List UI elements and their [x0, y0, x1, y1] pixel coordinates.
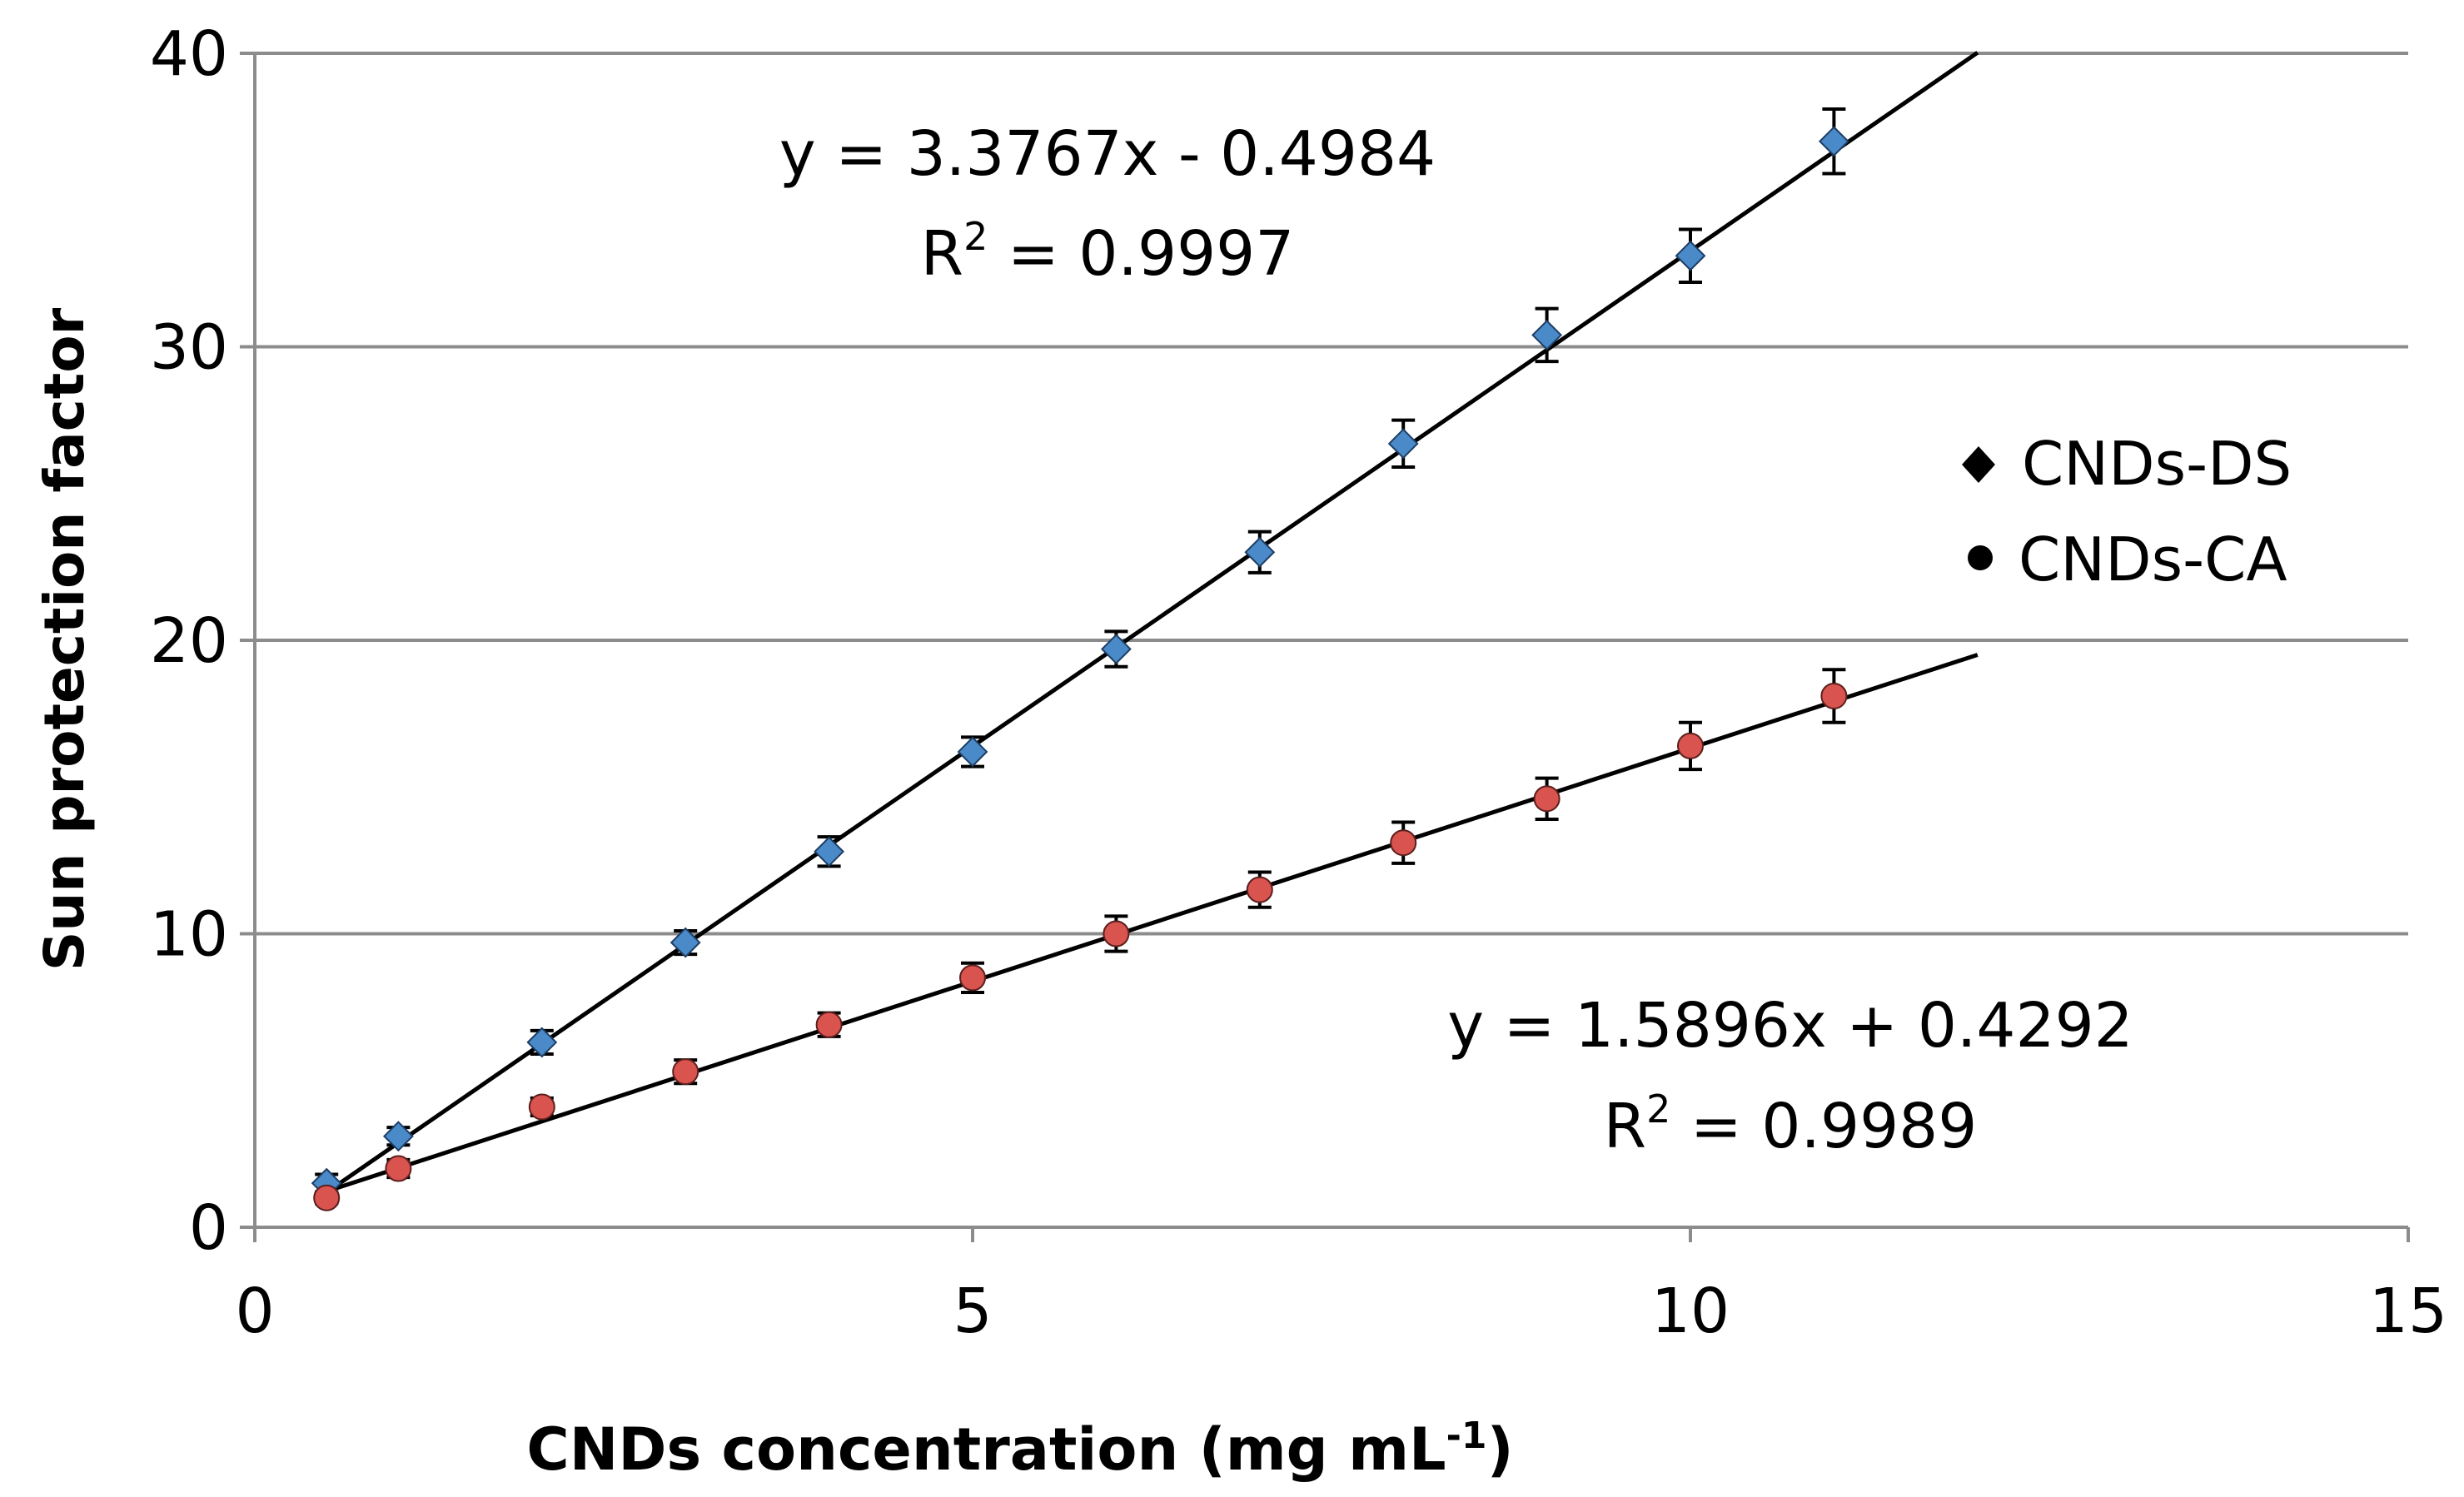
point-ca-3	[672, 1058, 699, 1086]
gridlines	[255, 52, 2408, 936]
point-ds-3	[670, 927, 701, 958]
ca-equation: y = 1.5896x + 0.4292	[1447, 990, 2133, 1062]
y-tick-label-10: 10	[150, 899, 228, 971]
point-ds-8	[1387, 428, 1419, 460]
point-ca-9	[1533, 785, 1561, 813]
legend-label-cnds-ca: CNDs-CA	[2018, 525, 2287, 594]
point-ca-8	[1390, 829, 1417, 857]
point-ca-4	[815, 1011, 843, 1038]
x-tick-labels: 0 5 10 15	[235, 1276, 2447, 1347]
legend-circle-icon	[1968, 545, 1993, 570]
point-ds-6	[1100, 634, 1132, 664]
legend-diamond-icon	[1962, 446, 1995, 483]
point-ds-9	[1531, 319, 1563, 351]
y-tick-labels: 0 10 20 30 40	[150, 18, 228, 1264]
point-ca-1	[385, 1155, 412, 1182]
y-tick-label-40: 40	[150, 18, 228, 90]
x-tick-label-10: 10	[1651, 1276, 1730, 1347]
ca-r-squared: R2 = 0.9989	[1604, 1087, 1978, 1162]
ds-equation: y = 3.3767x - 0.4984	[779, 118, 1436, 190]
point-ds-10	[1675, 240, 1706, 271]
data-points	[311, 126, 1849, 1211]
point-ds-7	[1244, 536, 1276, 568]
y-tick-label-0: 0	[189, 1192, 228, 1264]
point-ds-1	[382, 1121, 414, 1152]
trendline-ds	[325, 51, 1979, 1195]
point-ds-5	[957, 736, 988, 768]
x-tick-label-15: 15	[2369, 1276, 2447, 1347]
point-ca-5	[959, 964, 986, 992]
x-axis-title: CNDs concentration (mg mL-1)	[526, 1415, 1513, 1484]
point-ca-0	[313, 1184, 341, 1211]
y-tick-label-30: 30	[150, 312, 228, 384]
point-ca-11	[1820, 682, 1848, 709]
point-ca-7	[1246, 876, 1273, 903]
point-ca-2	[528, 1093, 555, 1121]
legend-label-cnds-ds: CNDs-DS	[2022, 429, 2292, 499]
point-ds-11	[1818, 126, 1849, 157]
point-ca-10	[1677, 732, 1704, 759]
point-ds-4	[814, 836, 845, 868]
x-tick-label-0: 0	[235, 1276, 274, 1347]
point-ds-2	[526, 1027, 558, 1058]
ds-r-squared: R2 = 0.9997	[921, 214, 1295, 290]
axes	[240, 52, 2410, 1242]
y-axis-title: Sun protection factor	[32, 307, 97, 971]
legend: CNDs-DS CNDs-CA	[1962, 429, 2292, 594]
point-ca-6	[1103, 920, 1130, 947]
x-tick-label-5: 5	[953, 1276, 992, 1347]
y-tick-label-20: 20	[150, 605, 228, 677]
